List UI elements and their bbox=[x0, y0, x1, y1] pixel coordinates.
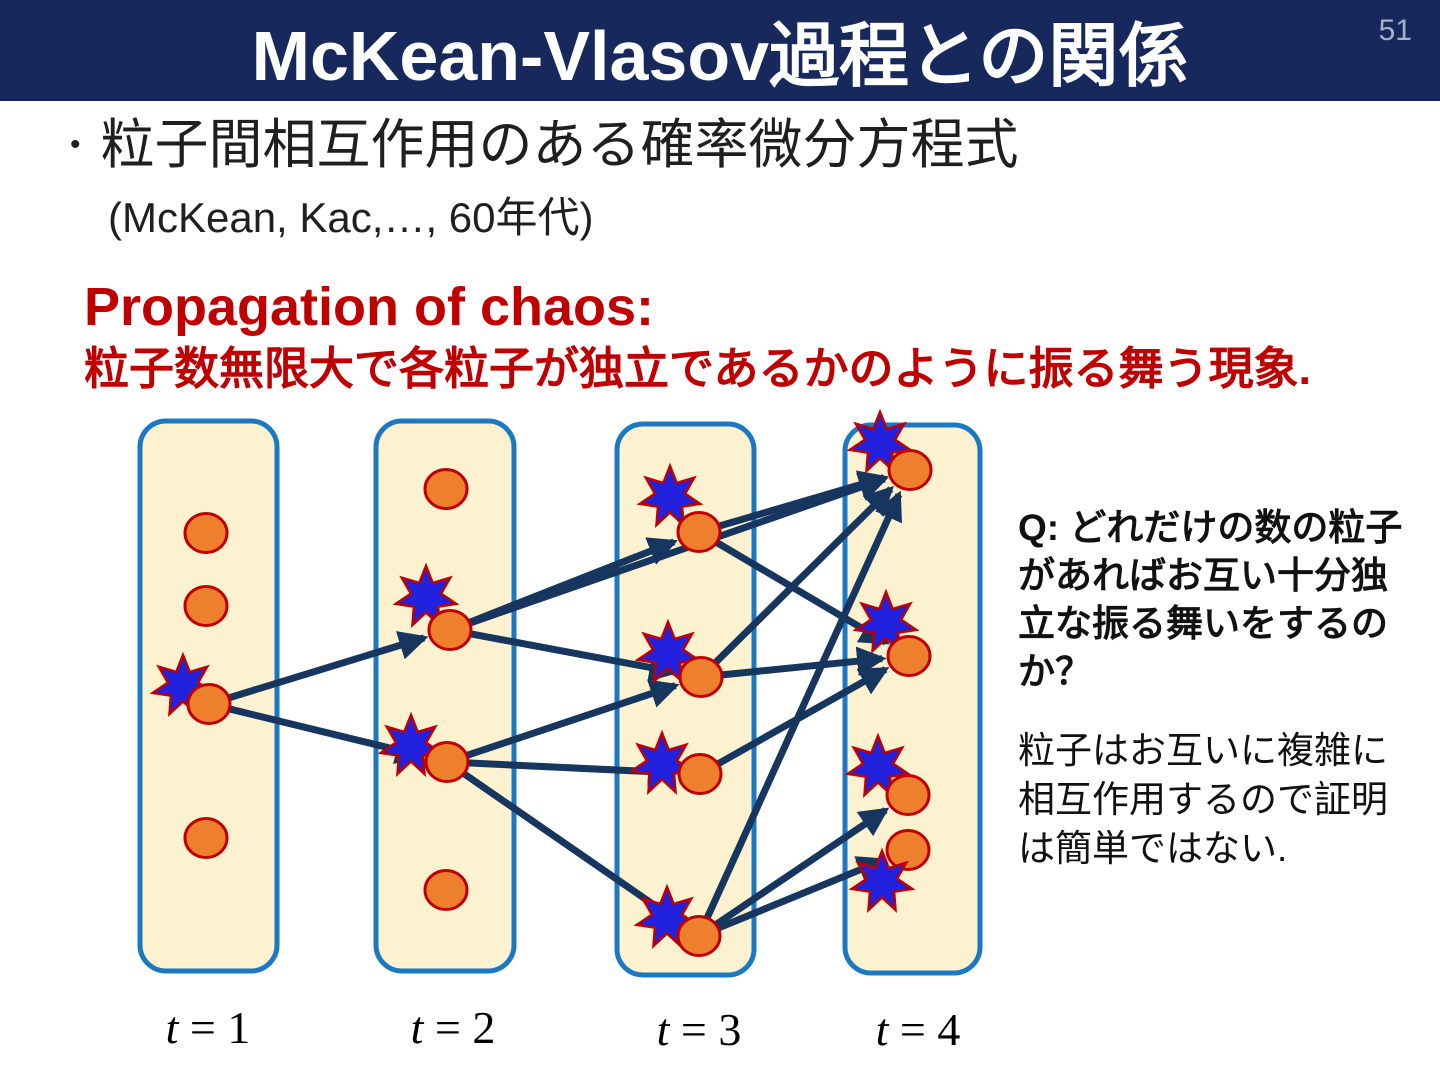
slide-title: McKean-Vlasov過程との関係 bbox=[251, 17, 1189, 95]
orange-particle-icon bbox=[427, 609, 473, 651]
blue-star-icon bbox=[392, 562, 460, 628]
arrow-t2p1-to-t4p1 bbox=[467, 473, 889, 627]
arrow-t3p2-to-t4p2 bbox=[720, 646, 887, 679]
time-label-t3: t = 3 bbox=[657, 1004, 742, 1055]
orange-particle-icon bbox=[676, 915, 722, 957]
arrow-t3p4-to-t4p4 bbox=[716, 856, 888, 932]
blue-star-icon bbox=[633, 883, 701, 949]
orange-particle-icon bbox=[423, 869, 469, 911]
orange-particle-icon bbox=[676, 511, 722, 553]
particle-circle-t1c3 bbox=[183, 817, 229, 859]
bullet-subtext: (McKean, Kac,…, 60年代) bbox=[108, 194, 594, 241]
arrow-t3p4-to-t4p3 bbox=[713, 807, 890, 928]
orange-particle-icon bbox=[186, 683, 232, 725]
arrow-t3p2-to-t4p1 bbox=[712, 485, 894, 666]
propagation-of-chaos-body: 粒子数無限大で各粒子が独立であるかのように振る舞う現象. bbox=[84, 343, 1312, 394]
particle-pair-t4p3 bbox=[844, 732, 931, 816]
blue-star-icon bbox=[628, 729, 696, 795]
blue-star-icon bbox=[149, 651, 217, 717]
particle-pair-t2p2 bbox=[377, 711, 470, 783]
bullet-text: 粒子間相互作用のある確率微分方程式 bbox=[100, 115, 1019, 175]
question-text: Q: どれだけの数の粒子 があればお互い十分独 立な振る舞いをするの か？ bbox=[1018, 507, 1403, 692]
particle-pair-t3p3 bbox=[628, 729, 723, 795]
time-label-t1: t = 1 bbox=[166, 1002, 251, 1053]
orange-particle-icon bbox=[183, 817, 229, 859]
bullet-block: • 粒子間相互作用のある確率微分方程式 (McKean, Kac,…, 60年代… bbox=[70, 112, 1019, 245]
note-text: 粒子はお互いに複雑に 相互作用するので証明 は簡単ではない. bbox=[1018, 730, 1388, 869]
arrow-t3p4-to-t4p1 bbox=[704, 490, 903, 920]
blue-star-icon bbox=[852, 588, 920, 654]
time-column-t2 bbox=[373, 418, 517, 974]
bullet-line: • 粒子間相互作用のある確率微分方程式 bbox=[70, 112, 1019, 178]
particle-circle-t1c1 bbox=[183, 512, 229, 554]
blue-star-icon bbox=[844, 732, 912, 798]
orange-particle-icon bbox=[677, 753, 723, 795]
blue-star-icon bbox=[848, 847, 916, 913]
blue-star-icon bbox=[636, 462, 704, 528]
blue-star-icon bbox=[377, 711, 445, 777]
propagation-of-chaos-heading: Propagation of chaos: bbox=[84, 277, 655, 337]
particle-pair-t3p4 bbox=[633, 883, 722, 957]
slide-header: McKean-Vlasov過程との関係 51 bbox=[0, 0, 1440, 101]
particle-pair-t1p bbox=[149, 651, 232, 725]
particle-circle-t2c2 bbox=[423, 869, 469, 911]
propagation-of-chaos-block: Propagation of chaos: 粒子数無限大で各粒子が独立であるかの… bbox=[84, 276, 1311, 396]
orange-particle-icon bbox=[885, 774, 931, 816]
orange-particle-icon bbox=[423, 468, 469, 510]
arrow-t2p2-to-t3p4 bbox=[461, 770, 681, 924]
bullet-marker: • bbox=[70, 128, 81, 161]
particle-pair-t4p4 bbox=[848, 829, 931, 913]
orange-particle-icon bbox=[678, 656, 724, 698]
orange-particle-icon bbox=[183, 585, 229, 627]
particle-pair-t3p1 bbox=[636, 462, 722, 553]
arrow-t3p1-to-t4p1 bbox=[717, 470, 889, 530]
particle-pair-t4p1 bbox=[846, 408, 933, 491]
arrow-t3p1-to-t4p2 bbox=[714, 539, 890, 646]
arrow-t1p-to-t2p1 bbox=[227, 631, 429, 702]
orange-particle-icon bbox=[886, 635, 932, 677]
time-label-t4: t = 4 bbox=[876, 1004, 961, 1055]
orange-particle-icon bbox=[885, 829, 931, 871]
page-number: 51 bbox=[1378, 14, 1412, 47]
time-label-t2: t = 2 bbox=[411, 1002, 496, 1053]
particle-pair-t4p2 bbox=[852, 588, 932, 677]
particle-pair-t3p2 bbox=[634, 618, 724, 698]
particle-circle-t1c2 bbox=[183, 585, 229, 627]
blue-star-icon bbox=[846, 408, 914, 474]
particle-circle-t2c1 bbox=[423, 468, 469, 510]
orange-particle-icon bbox=[887, 449, 933, 491]
arrow-t2p2-to-t3p2 bbox=[464, 679, 680, 760]
orange-particle-icon bbox=[424, 741, 470, 783]
particle-pair-t2p1 bbox=[392, 562, 473, 651]
blue-star-icon bbox=[634, 618, 702, 684]
orange-particle-icon bbox=[183, 512, 229, 554]
arrow-t2p1-to-t3p2 bbox=[469, 630, 679, 682]
